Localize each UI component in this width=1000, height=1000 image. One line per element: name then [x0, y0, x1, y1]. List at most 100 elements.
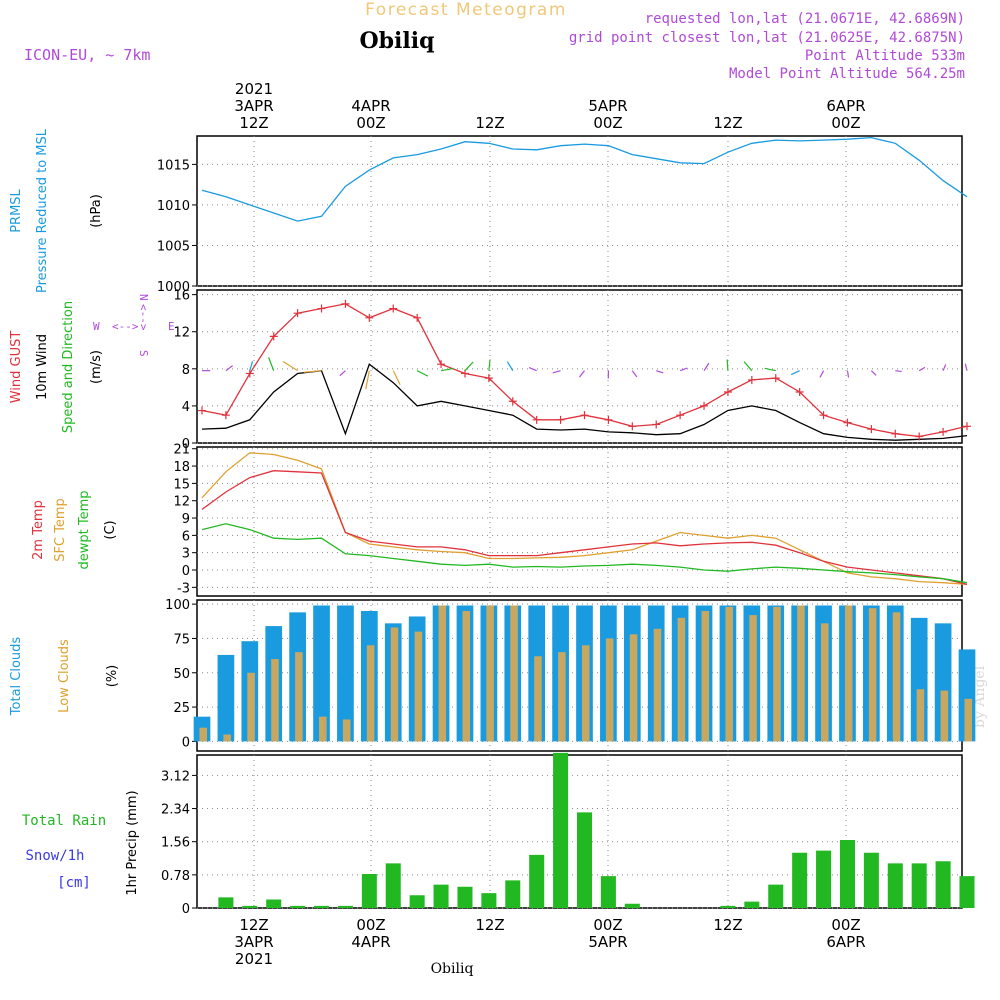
- wind-tick-label: 12: [173, 326, 190, 341]
- temperature-panel: -3 0 3 6 9 12 15 18 21 2m Temp SFC Temp dewpt Temp (…: [31, 443, 968, 597]
- rain-bar: [314, 905, 330, 908]
- total-cloud-bar: [313, 605, 330, 742]
- low-cloud-bar: [868, 608, 877, 742]
- gust-marker: [245, 369, 254, 378]
- wind-direction-arrow: [225, 365, 233, 372]
- clouds-tick-label: 50: [173, 667, 190, 682]
- wind-panel: 0 4 8 12 16 Wind GUST 10m Wind Speed and Direct…: [9, 289, 971, 452]
- wind-direction-arrow: [506, 361, 514, 371]
- clouds-tick-label: 75: [173, 632, 190, 647]
- low-cloud-bar: [438, 605, 447, 742]
- wind-direction-arrow: [918, 366, 926, 372]
- model-altitude: Model Point Altitude 564.25m: [729, 66, 965, 82]
- wind-direction-arrow: [764, 367, 776, 372]
- gust-marker: [293, 309, 302, 318]
- wind-direction-arrow: [743, 361, 753, 372]
- wind-direction-arrow: [339, 370, 346, 377]
- gust-marker: [389, 304, 398, 313]
- axis-label: (%): [105, 665, 120, 688]
- low-cloud-bar: [964, 698, 973, 742]
- low-cloud-bar: [653, 628, 662, 742]
- watermark: by Angel: [972, 665, 988, 728]
- rain-bar: [911, 863, 927, 908]
- top-time-label: 00Z: [593, 114, 622, 132]
- rain-bar: [266, 899, 282, 908]
- wind-direction-arrow: [942, 364, 947, 371]
- wind-direction-arrow: [846, 370, 850, 378]
- bottom-time-label: 5APR: [588, 933, 627, 951]
- rain-bar: [959, 876, 975, 908]
- rain-bar: [863, 852, 879, 908]
- gust-marker: [891, 429, 900, 438]
- wind-direction-arrow: [819, 370, 825, 378]
- top-time-label: 4APR: [351, 97, 390, 115]
- wind-direction-arrow: [464, 361, 474, 372]
- bottom-time-label: 12Z: [475, 916, 504, 934]
- rain-bar: [600, 876, 616, 908]
- rain-bar: [505, 880, 521, 908]
- rain-bar: [361, 874, 377, 908]
- rain-bar: [768, 884, 784, 908]
- low-cloud-bar: [510, 605, 518, 742]
- precip-tick-label: 3.12: [161, 769, 190, 784]
- temp-tick-label: 15: [173, 477, 190, 492]
- gust-marker: [795, 388, 804, 396]
- gust-marker: [628, 422, 637, 431]
- wind-direction-arrow: [268, 357, 275, 371]
- wind-direction-arrow: [303, 370, 322, 373]
- rain-bar: [744, 901, 760, 908]
- dewpoint-line: [201, 523, 968, 584]
- axis-label: 2m Temp: [31, 500, 46, 560]
- wind-direction-arrow: [488, 359, 491, 371]
- gust-marker: [771, 374, 780, 383]
- pressure-tick-label: 1005: [157, 239, 190, 254]
- low-cloud-bar: [319, 716, 327, 742]
- footer-location: Obiliq: [431, 961, 474, 977]
- precip-tick-label: 1.56: [161, 836, 190, 851]
- axis-label: Speed and Direction: [61, 301, 76, 433]
- wind-direction-arrow: [631, 370, 638, 378]
- gust-marker: [317, 304, 326, 313]
- axis-label: (hPa): [89, 194, 104, 228]
- top-time-label: 00Z: [831, 114, 860, 132]
- clouds-tick-label: 0: [182, 735, 190, 750]
- gust-marker: [484, 374, 493, 383]
- low-cloud-bar: [342, 719, 351, 742]
- wind-direction-arrow: [416, 370, 429, 377]
- compass-arrows-v: <-->: [137, 304, 150, 331]
- axis-label: 10m Wind: [35, 334, 50, 400]
- axis-label: 1hr Precip (mm): [125, 790, 140, 895]
- bottom-time-label: 2021: [235, 950, 273, 968]
- axis-label: (m/s): [89, 350, 104, 384]
- axis-label: dewpt Temp: [77, 490, 92, 569]
- gust-marker: [819, 411, 828, 420]
- top-time-label: 12Z: [239, 114, 268, 132]
- model-name: ICON-EU, ~ 7km: [24, 46, 150, 64]
- total-cloud-bar: [337, 605, 354, 742]
- low-cloud-bar: [821, 623, 829, 742]
- compass-arrows-h: <-->: [112, 320, 139, 333]
- wind-direction-arrow: [578, 370, 585, 378]
- wind-direction-arrow: [392, 370, 401, 386]
- 2m-temp-line: [201, 470, 968, 586]
- compass-east: E: [168, 320, 175, 333]
- wind-compass: W <--> E N <--> S: [93, 294, 175, 357]
- 10m-wind-line: [201, 363, 968, 441]
- low-cloud-bar: [223, 734, 231, 742]
- wind-direction-arrow: [726, 359, 729, 371]
- rain-bar: [481, 893, 497, 908]
- bottom-time-label: 6APR: [826, 933, 865, 951]
- precip-tick-label: 0: [182, 902, 190, 917]
- rain-bar: [457, 886, 473, 908]
- low-cloud-bar: [390, 627, 399, 742]
- low-cloud-bar: [247, 672, 255, 742]
- gust-marker: [221, 411, 230, 420]
- chart-title: Forecast Meteogram: [365, 0, 567, 20]
- gust-marker: [915, 432, 924, 441]
- rain-bar: [839, 840, 855, 908]
- bottom-time-label: 00Z: [831, 916, 860, 934]
- gust-marker: [460, 369, 469, 378]
- gust-marker: [963, 422, 971, 431]
